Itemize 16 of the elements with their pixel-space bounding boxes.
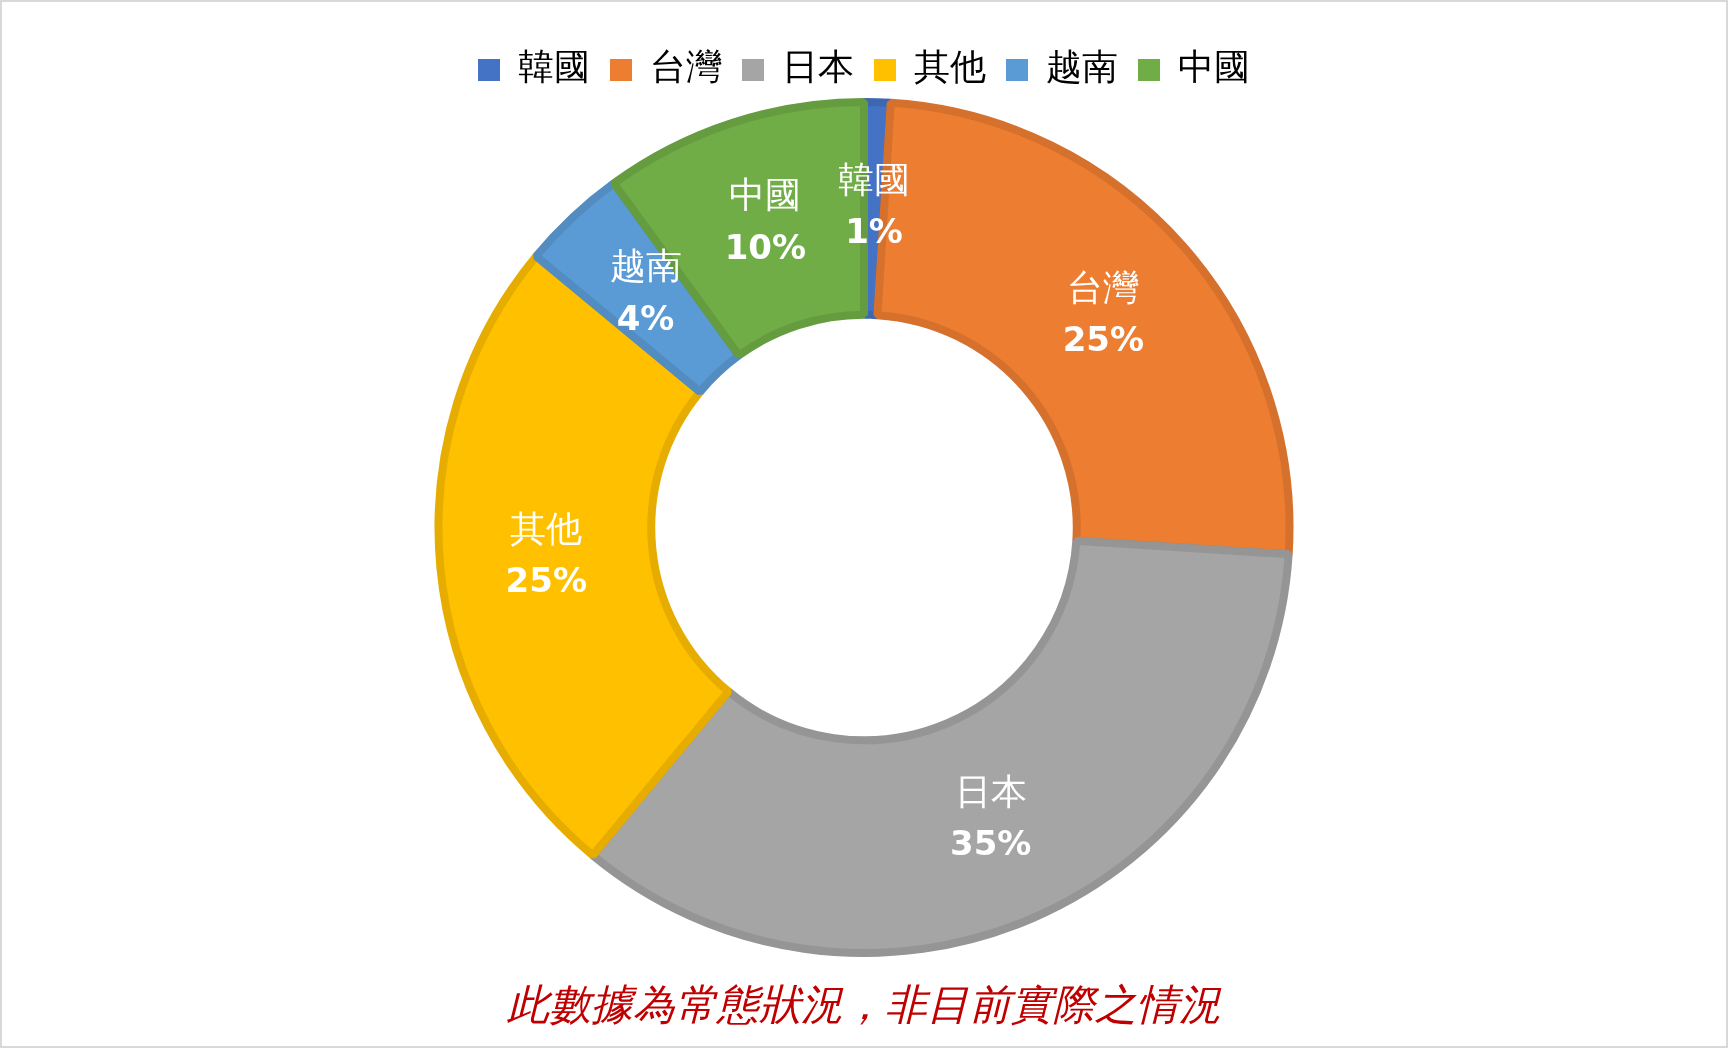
legend-label: 其他 [914, 46, 986, 88]
legend-label: 日本 [782, 46, 854, 88]
data-label: 25% [505, 560, 587, 601]
text: 此數據為常態狀況，非目前實際之情況 [506, 979, 1223, 1031]
legend-label: 越南 [1046, 46, 1118, 88]
legend-label: 中國 [1178, 46, 1250, 88]
slice-label: 中國 [729, 174, 802, 216]
data-label: 35% [950, 823, 1032, 864]
slice-label: 其他 [510, 507, 583, 549]
slice-label: 台灣 [1067, 266, 1140, 308]
legend-label: 韓國 [518, 46, 590, 88]
legend-label: 台灣 [650, 46, 722, 88]
data-label: 10% [724, 226, 807, 267]
data-label: 4% [616, 297, 675, 338]
slice-label: 日本 [954, 770, 1027, 812]
data-label: 25% [1062, 319, 1145, 360]
